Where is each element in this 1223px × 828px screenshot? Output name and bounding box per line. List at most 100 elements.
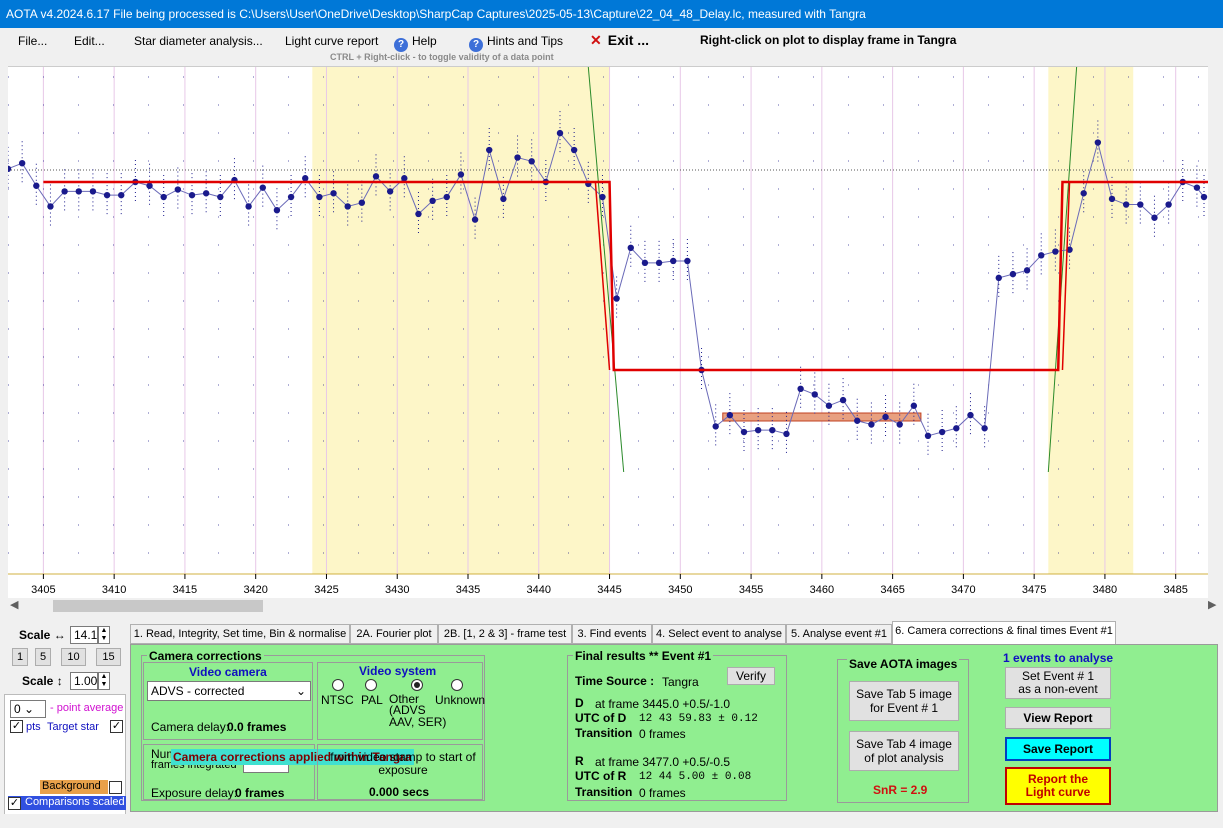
horizontal-scrollbar[interactable]: ◀ ▶ — [8, 598, 1220, 614]
radio-pal-label: PAL — [361, 693, 383, 707]
save-tab5-image-button[interactable]: Save Tab 5 image for Event # 1 — [849, 681, 959, 721]
point-average-select[interactable]: 0 ⌄ — [10, 700, 46, 718]
x-tick-label: 3410 — [102, 584, 126, 596]
data-point — [1038, 252, 1045, 259]
pts-checkbox[interactable]: ✓ — [10, 720, 23, 733]
comparisons-swatch — [8, 796, 126, 810]
x-tick-label: 3465 — [880, 584, 904, 596]
right-click-hint: Right-click on plot to display frame in … — [700, 33, 957, 47]
utc-d-value: 12 43 59.83 ± 0.12 — [639, 713, 758, 725]
camera-corrections-title: Camera corrections — [147, 649, 264, 663]
menu-file[interactable]: File... — [18, 34, 48, 48]
scale-button-1[interactable]: 1 — [12, 648, 28, 666]
data-point — [429, 197, 436, 204]
scale-button-10[interactable]: 10 — [61, 648, 86, 666]
background-checkbox[interactable] — [109, 781, 122, 794]
save-report-button[interactable]: Save Report — [1005, 737, 1111, 761]
scale-h-spinner[interactable]: ▲ ▼ — [98, 626, 110, 644]
view-report-button[interactable]: View Report — [1005, 707, 1111, 729]
snr-value: SnR = 2.9 — [873, 783, 928, 797]
event-model-line — [43, 180, 1208, 372]
highlight-region — [312, 67, 610, 574]
x-tick-label: 3425 — [314, 584, 338, 596]
x-tick-label: 3470 — [951, 584, 975, 596]
data-point — [811, 391, 818, 398]
verify-button[interactable]: Verify — [727, 667, 775, 685]
r-transition-value: 0 frames — [639, 786, 686, 800]
camera-delay-label: Camera delay: — [151, 720, 230, 734]
data-point — [1080, 190, 1087, 197]
set-non-event-button[interactable]: Set Event # 1 as a non-event — [1005, 667, 1111, 699]
data-point — [401, 175, 408, 182]
menu-exit[interactable]: ✕ Exit ... — [590, 32, 649, 49]
camera-delay-value: 0.0 frames — [227, 720, 287, 734]
scale-button-5[interactable]: 5 — [35, 648, 51, 666]
menu-hints-label: Hints and Tips — [487, 34, 564, 48]
d-label: D — [575, 696, 584, 710]
data-point — [1165, 201, 1172, 208]
video-camera-group — [143, 662, 313, 740]
scroll-right-icon[interactable]: ▶ — [1208, 599, 1217, 611]
light-curve-svg[interactable]: 3405 3410 3415 3420 3425 3430 3435 3440 3445 3450… — [4, 66, 1208, 599]
vertical-scrollbar[interactable] — [1210, 66, 1223, 598]
data-point — [599, 193, 606, 201]
r-transition-label: Transition — [575, 785, 633, 799]
radio-pal[interactable] — [365, 679, 377, 691]
radio-unknown[interactable] — [451, 679, 463, 691]
data-point — [967, 411, 974, 419]
data-point — [61, 188, 68, 195]
radio-other[interactable] — [411, 679, 423, 691]
tab-select-event[interactable]: 4. Select event to analyse — [652, 624, 786, 644]
frames-integrated-label-1: Num — [151, 747, 177, 761]
data-point — [910, 402, 918, 409]
camera-model-select[interactable]: ADVS - corrected ⌄ — [147, 681, 311, 701]
tab-read-integrity[interactable]: 1. Read, Integrity, Set time, Bin & norm… — [130, 624, 350, 644]
data-point — [514, 154, 521, 161]
menu-light-curve-report[interactable]: Light curve report — [285, 34, 379, 48]
scale-h-input[interactable]: 14.1 — [70, 626, 98, 644]
video-system-title: Video system — [359, 664, 437, 678]
menu-exit-label: Exit ... — [607, 32, 649, 48]
utc-d-label: UTC of D — [575, 711, 627, 725]
light-curve-plot[interactable]: 3405 3410 3415 3420 3425 3430 3435 3440 3445 3450… — [4, 66, 1208, 599]
comparisons-label: Comparisons scaled — [25, 796, 125, 808]
tab-analyse-event[interactable]: 5. Analyse event #1 — [786, 624, 892, 644]
data-point — [18, 160, 26, 167]
menu-hints[interactable]: ? Hints and Tips — [469, 34, 563, 52]
menu-star-diameter[interactable]: Star diameter analysis... — [134, 34, 263, 48]
data-point — [797, 385, 804, 392]
report-light-curve-button[interactable]: Report the Light curve — [1005, 767, 1111, 805]
tab-frame-test[interactable]: 2B. [1, 2 & 3] - frame test — [438, 624, 572, 644]
tab-find-events[interactable]: 3. Find events — [572, 624, 652, 644]
menu-edit[interactable]: Edit... — [74, 34, 105, 48]
radio-ntsc[interactable] — [332, 679, 344, 691]
data-point — [188, 191, 196, 199]
scroll-thumb[interactable] — [53, 600, 263, 612]
comparisons-checkbox[interactable]: ✓ — [8, 797, 21, 810]
data-point — [1122, 201, 1130, 208]
scale-h-label: Scale ↔ — [19, 628, 66, 642]
data-point — [1200, 193, 1208, 201]
data-point — [995, 274, 1002, 282]
data-point — [1193, 184, 1201, 191]
menu-help[interactable]: ? Help — [394, 34, 437, 52]
tab-camera-corrections[interactable]: 6. Camera corrections & final times Even… — [892, 621, 1116, 644]
scale-v-spinner[interactable]: ▲ ▼ — [98, 672, 110, 690]
target-star-checkbox[interactable]: ✓ — [110, 720, 123, 733]
scale-v-input[interactable]: 1.00 — [70, 672, 98, 690]
save-tab4-image-button[interactable]: Save Tab 4 image of plot analysis — [849, 731, 959, 771]
data-point — [839, 396, 847, 404]
data-point — [981, 425, 988, 432]
data-point — [655, 259, 663, 267]
scale-button-15[interactable]: 15 — [96, 648, 121, 666]
scroll-left-icon[interactable]: ◀ — [10, 599, 19, 611]
x-tick-label: 3450 — [668, 584, 692, 596]
d-transition-label: Transition — [575, 726, 633, 740]
data-point — [1151, 214, 1158, 221]
radio-ntsc-label: NTSC — [321, 693, 354, 707]
time-source-label: Time Source : — [575, 674, 655, 688]
data-point — [47, 203, 54, 210]
x-tick-label: 3420 — [243, 584, 267, 596]
tab-fourier[interactable]: 2A. Fourier plot — [350, 624, 438, 644]
background-label: Background — [42, 780, 101, 792]
